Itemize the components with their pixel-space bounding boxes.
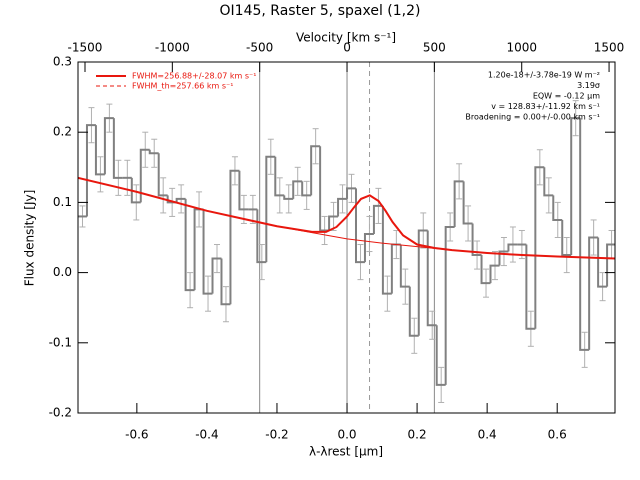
histogram-step — [310, 145, 321, 196]
x-tick-label: 0.6 — [548, 428, 567, 442]
histogram-step — [229, 169, 240, 305]
histogram-step — [399, 244, 410, 288]
histogram-step — [274, 156, 285, 197]
histogram-step — [220, 258, 231, 306]
y-axis-label: Flux density [Jy] — [23, 190, 37, 287]
histogram-step — [498, 250, 509, 266]
x2-tick-label: 500 — [423, 41, 446, 55]
histogram-step — [408, 286, 419, 337]
fit-line — [78, 176, 615, 260]
histogram-step — [597, 237, 608, 288]
x2-tick-label: -1000 — [155, 41, 190, 55]
x2-tick-label: 1500 — [594, 41, 625, 55]
histogram-step — [588, 236, 599, 350]
histogram-step — [435, 325, 446, 386]
histogram-step — [328, 215, 339, 231]
annotation: Broadening = 0.00+/-0.00 km s⁻¹ — [465, 113, 600, 122]
histogram-step — [561, 219, 572, 257]
histogram-step — [94, 125, 105, 176]
y-tick-label: 0.0 — [53, 265, 72, 279]
histogram-step — [337, 197, 348, 217]
histogram-step — [346, 187, 356, 199]
y-tick-label: 0.3 — [53, 55, 72, 69]
histogram-step — [184, 198, 195, 292]
x-tick-label: -0.4 — [195, 428, 218, 442]
histogram-step — [417, 229, 428, 336]
histogram-step — [319, 146, 330, 232]
y-tick-label: 0.1 — [53, 195, 72, 209]
annotation: EQW = -0.12 μm — [533, 92, 600, 101]
histogram-step — [444, 225, 455, 385]
histogram-step — [543, 167, 554, 197]
histogram-step — [579, 118, 590, 351]
annotation: v = 128.83+/-11.92 km s⁻¹ — [491, 102, 600, 111]
histogram-step — [292, 180, 303, 199]
histogram-step — [462, 181, 473, 225]
chart-title: OI145, Raster 5, spaxel (1,2) — [220, 3, 421, 19]
histogram-step — [489, 264, 500, 284]
histogram-step — [471, 223, 482, 257]
annotation: 1.20e-18+/-3.78e-19 W m⁻² — [488, 71, 600, 80]
histogram-step — [525, 244, 536, 330]
histogram-step — [139, 148, 150, 203]
histogram-step — [453, 180, 464, 227]
x-tick-label: 0.4 — [478, 428, 497, 442]
histogram-step — [381, 205, 392, 295]
histogram-step — [363, 232, 374, 263]
x2-tick-label: 1000 — [506, 41, 537, 55]
histogram-step — [301, 181, 312, 197]
histogram-step — [354, 188, 365, 264]
histogram-step — [372, 204, 383, 234]
x-tick-label: -0.6 — [125, 428, 148, 442]
histogram-step — [211, 257, 222, 294]
x-tick-label: 0.0 — [337, 428, 356, 442]
x2-tick-label: -500 — [246, 41, 273, 55]
histogram-step — [112, 118, 123, 179]
histogram-step — [283, 195, 294, 200]
histogram-step — [265, 155, 276, 263]
histogram-step — [534, 166, 545, 329]
histogram-step — [238, 170, 249, 211]
histogram-step — [148, 149, 159, 155]
x-axis-label: λ-λrest [μm] — [309, 445, 383, 459]
annotation: 3.19σ — [577, 81, 600, 90]
y-tick-label: 0.2 — [53, 125, 72, 139]
histogram-step — [507, 243, 518, 252]
x-tick-label: 0.2 — [408, 428, 427, 442]
histogram-step — [480, 255, 491, 285]
histogram-step — [202, 209, 213, 295]
histogram-step — [157, 153, 168, 197]
frame — [77, 61, 616, 414]
x2-tick-label: 0 — [343, 41, 351, 55]
histogram-step — [570, 117, 581, 256]
x2-axis-label: Velocity [km s⁻¹] — [296, 31, 396, 45]
x-tick-label: -0.2 — [265, 428, 288, 442]
histogram-step — [85, 124, 96, 217]
y-tick-label: -0.2 — [49, 406, 72, 420]
y-tick-label: -0.1 — [49, 335, 72, 349]
x2-tick-label: -1500 — [68, 41, 103, 55]
histogram-step — [426, 230, 437, 327]
histogram-step — [103, 117, 114, 175]
histogram-step — [130, 177, 141, 204]
histogram-step — [552, 195, 563, 221]
histogram-step — [175, 197, 186, 203]
legend-label: FWHM=256.88+/-28.07 km s⁻¹ — [132, 72, 256, 81]
histogram-step — [256, 209, 267, 264]
legend-label: FWHM_th=257.66 km s⁻¹ — [132, 82, 233, 91]
